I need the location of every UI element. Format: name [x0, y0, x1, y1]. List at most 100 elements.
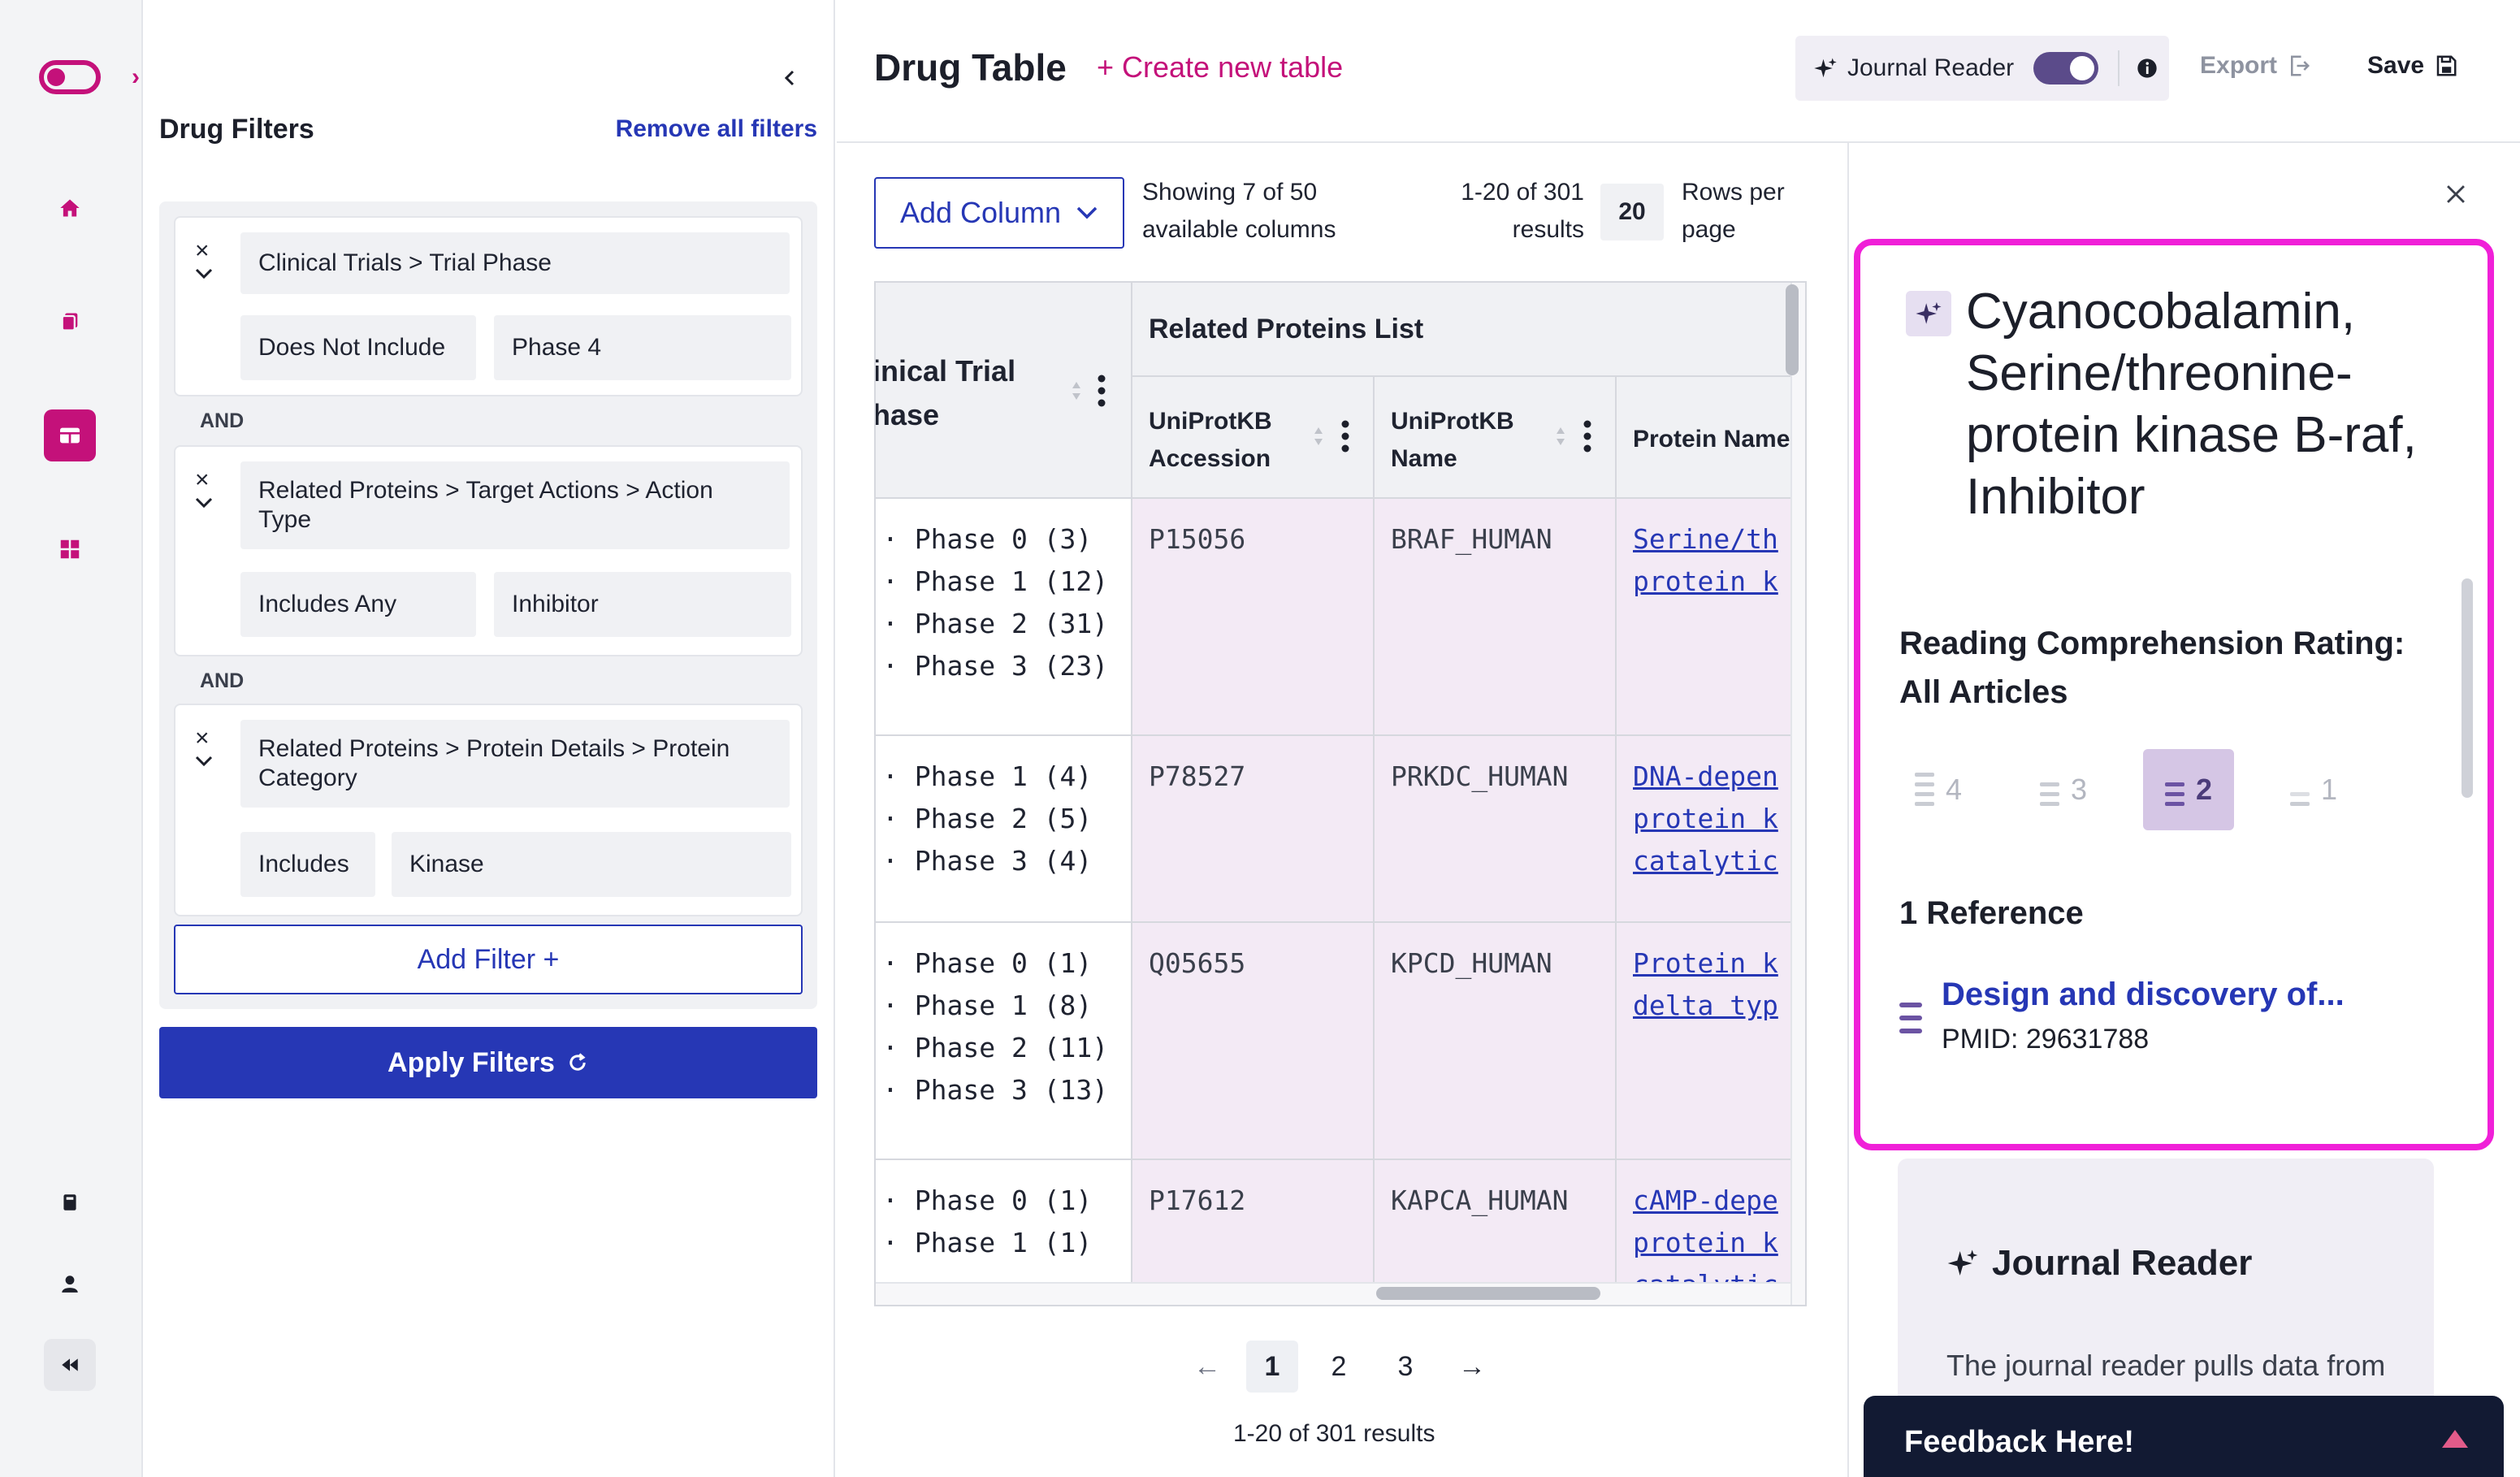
results-count-text: 1-20 of 301 results [1430, 174, 1584, 249]
journal-reader-toggle[interactable]: Journal Reader [1795, 36, 2169, 101]
next-page-button[interactable]: → [1458, 1350, 1486, 1382]
protein-link[interactable]: cAMP-depe [1633, 1185, 1778, 1216]
phase-item: · Phase 2 (11) [882, 1032, 1109, 1063]
filter-operator[interactable]: Does Not Include [240, 315, 476, 380]
close-icon[interactable] [2442, 180, 2470, 212]
column-header-uniprot-name[interactable]: UniProtKB Name [1373, 377, 1615, 499]
remove-filter-icon[interactable]: × [195, 237, 210, 264]
user-icon[interactable] [44, 1258, 96, 1310]
expand-rail-icon[interactable]: › [132, 63, 140, 90]
sort-icon[interactable] [1071, 379, 1082, 403]
rating-title-line: Reading Comprehension Rating: [1899, 626, 2405, 661]
protein-link[interactable]: DNA-depen [1633, 760, 1778, 792]
protein-link[interactable]: Serine/th [1633, 523, 1778, 555]
column-header-label: inical Trial [876, 354, 1016, 388]
logo-icon[interactable] [39, 60, 101, 94]
book-icon[interactable] [44, 1176, 96, 1228]
chevron-down-icon[interactable] [195, 268, 219, 284]
sparkle-icon [1947, 1250, 1978, 1276]
table-cell-protein-name: DNA-depen protein k catalytic [1615, 736, 1790, 923]
sparkle-icon [1906, 291, 1951, 336]
rows-per-page-select[interactable]: 20 [1600, 184, 1664, 240]
remove-filter-icon[interactable]: × [195, 466, 210, 493]
prev-page-button[interactable]: ← [1193, 1350, 1221, 1382]
collapse-rail-icon[interactable] [44, 1339, 96, 1391]
filter-value[interactable]: Phase 4 [494, 315, 791, 380]
home-icon[interactable] [44, 182, 96, 234]
horizontal-scrollbar[interactable] [1376, 1287, 1600, 1300]
vertical-scrollbar[interactable] [1786, 284, 1799, 375]
toggle-switch[interactable] [2033, 52, 2099, 84]
filter-path[interactable]: Clinical Trials > Trial Phase [240, 232, 790, 294]
table-cell-phase: · Phase 0 (3) · Phase 1 (12) · Phase 2 (… [876, 499, 1131, 736]
protein-link[interactable]: catalytic [1633, 845, 1778, 877]
protein-link[interactable]: protein k [1633, 803, 1778, 834]
table-icon[interactable] [44, 409, 96, 461]
remove-all-filters-link[interactable]: Remove all filters [615, 115, 817, 142]
feedback-button[interactable]: Feedback Here! [1864, 1396, 2504, 1477]
column-header-label: Accession [1149, 445, 1271, 472]
page-1-button[interactable]: 1 [1246, 1341, 1298, 1393]
phase-item: · Phase 1 (8) [882, 990, 1093, 1021]
add-filter-button[interactable]: Add Filter + [174, 925, 803, 994]
protein-link[interactable]: delta typ [1633, 990, 1778, 1021]
column-count-line: Showing 7 of 50 [1142, 179, 1318, 206]
chevron-down-icon[interactable] [195, 497, 219, 513]
rating-option-3[interactable]: 3 [2018, 749, 2109, 830]
reading-level-icon [2289, 792, 2310, 806]
feedback-label: Feedback Here! [1904, 1425, 2135, 1459]
column-menu-icon[interactable] [1583, 419, 1592, 453]
column-header-protein-name[interactable]: Protein Name [1615, 377, 1790, 499]
rating-option-1[interactable]: 1 [2268, 749, 2359, 830]
column-header-accession[interactable]: UniProtKB Accession [1131, 377, 1373, 499]
filters-title: Drug Filters [159, 114, 314, 145]
documents-icon[interactable] [44, 296, 96, 348]
protein-link[interactable]: protein k [1633, 565, 1778, 597]
table-cell-accession: P17612 [1131, 1160, 1373, 1305]
apply-filters-button[interactable]: Apply Filters [159, 1027, 817, 1098]
column-header-trial-phase[interactable]: inical Trial hase [876, 283, 1131, 499]
dashboard-icon[interactable] [44, 523, 96, 575]
export-button[interactable]: Export [2200, 52, 2311, 80]
info-icon[interactable] [2136, 57, 2158, 80]
save-button[interactable]: Save [2367, 52, 2458, 80]
protein-link[interactable]: Protein k [1633, 947, 1778, 979]
reading-level-icon [1899, 1003, 1922, 1033]
page-3-button[interactable]: 3 [1397, 1350, 1414, 1382]
chevron-down-icon[interactable] [195, 756, 219, 771]
sort-icon[interactable] [1555, 424, 1566, 448]
page-2-button[interactable]: 2 [1331, 1350, 1347, 1382]
journal-reader-card-title: Journal Reader [1946, 1243, 2252, 1284]
column-menu-icon[interactable] [1097, 374, 1106, 408]
page-title: Drug Table [874, 46, 1067, 89]
table-cell-accession: Q05655 [1131, 923, 1373, 1160]
create-new-table-link[interactable]: + Create new table [1097, 50, 1344, 84]
filter-operator[interactable]: Includes [240, 832, 375, 897]
filter-value[interactable]: Inhibitor [494, 572, 791, 637]
filter-card: × Related Proteins > Protein Details > P… [174, 704, 803, 916]
rating-option-2[interactable]: 2 [2143, 749, 2234, 830]
phase-item: · Phase 3 (13) [882, 1074, 1109, 1106]
apply-filters-label: Apply Filters [388, 1046, 555, 1078]
save-label: Save [2367, 52, 2425, 79]
filter-operator[interactable]: Includes Any [240, 572, 476, 637]
table-cell-protein-name: Serine/th protein k [1615, 499, 1790, 736]
reference-link[interactable]: Design and discovery of... [1942, 977, 2345, 1012]
sort-icon[interactable] [1313, 424, 1324, 448]
panel-scrollbar[interactable] [2462, 578, 2473, 798]
column-menu-icon[interactable] [1340, 419, 1350, 453]
phase-item: · Phase 1 (4) [882, 760, 1093, 792]
phase-item: · Phase 2 (5) [882, 803, 1093, 834]
rating-number: 4 [1945, 773, 1963, 806]
remove-filter-icon[interactable]: × [195, 725, 210, 751]
rating-option-4[interactable]: 4 [1893, 749, 1984, 830]
drug-detail-card: Cyanocobalamin, Serine/threonine-protein… [1854, 239, 2494, 1150]
add-column-button[interactable]: Add Column [874, 177, 1124, 249]
filter-path[interactable]: Related Proteins > Target Actions > Acti… [240, 461, 790, 549]
filter-value[interactable]: Kinase [392, 832, 791, 897]
drug-title: Cyanocobalamin, Serine/threonine-protein… [1966, 284, 2417, 525]
filter-card: × Related Proteins > Target Actions > Ac… [174, 445, 803, 656]
filter-path[interactable]: Related Proteins > Protein Details > Pro… [240, 720, 790, 808]
collapse-filters-icon[interactable] [775, 63, 804, 93]
protein-link[interactable]: protein k [1633, 1227, 1778, 1258]
